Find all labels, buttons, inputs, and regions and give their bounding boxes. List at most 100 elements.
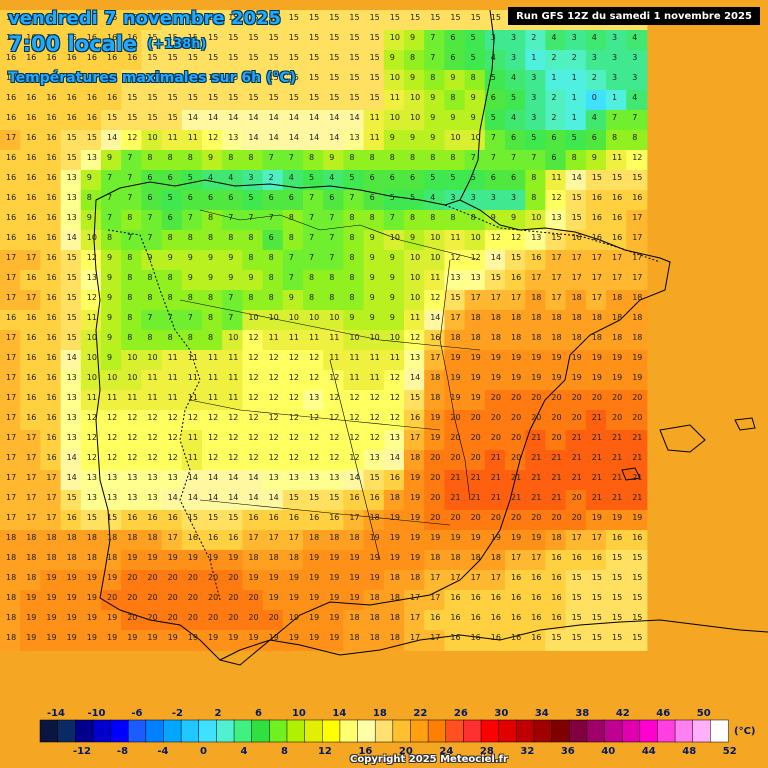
grid-value: 16 xyxy=(551,573,561,582)
field-cell xyxy=(343,50,365,71)
field-cell xyxy=(565,150,587,171)
field-cell xyxy=(363,50,385,71)
field-cell xyxy=(404,290,426,311)
grid-value: 11 xyxy=(430,273,440,282)
grid-value: 17 xyxy=(592,293,602,302)
field-cell xyxy=(323,270,345,291)
grid-value: 17 xyxy=(26,473,36,482)
field-cell xyxy=(60,430,82,451)
grid-value: 12 xyxy=(309,433,319,442)
grid-value: 17 xyxy=(430,593,440,602)
grid-value: 17 xyxy=(26,433,36,442)
field-cell xyxy=(323,450,345,471)
forecast-lead-time: (+138h) xyxy=(147,37,207,52)
grid-value: 17 xyxy=(6,433,16,442)
grid-value: 11 xyxy=(87,393,97,402)
grid-value: 18 xyxy=(349,613,359,622)
grid-value: 9 xyxy=(450,73,455,82)
grid-value: 20 xyxy=(491,513,501,522)
grid-value: 16 xyxy=(87,13,97,22)
grid-value: 9 xyxy=(370,313,375,322)
grid-value: 16 xyxy=(6,153,16,162)
grid-value: 16 xyxy=(6,173,16,182)
grid-value: 11 xyxy=(208,353,218,362)
grid-value: 11 xyxy=(188,393,198,402)
grid-value: 20 xyxy=(551,413,561,422)
field-cell xyxy=(404,150,426,171)
grid-value: 11 xyxy=(188,373,198,382)
field-cell xyxy=(343,510,365,531)
grid-value: 15 xyxy=(87,513,97,522)
field-cell xyxy=(141,50,163,71)
grid-value: 14 xyxy=(410,373,420,382)
grid-value: 14 xyxy=(349,113,359,122)
grid-value: 1 xyxy=(572,93,577,102)
field-cell xyxy=(404,270,426,291)
grid-value: 15 xyxy=(168,33,178,42)
field-cell xyxy=(101,270,123,291)
grid-value: 13 xyxy=(329,473,339,482)
grid-value: 15 xyxy=(612,173,622,182)
field-cell xyxy=(242,10,264,31)
grid-value: 11 xyxy=(370,113,380,122)
field-cell xyxy=(80,70,102,91)
field-cell xyxy=(303,110,325,131)
grid-value: 20 xyxy=(430,493,440,502)
legend-top-label: 26 xyxy=(454,708,468,719)
grid-value: 16 xyxy=(107,93,117,102)
field-cell xyxy=(282,50,304,71)
grid-value: 21 xyxy=(592,453,602,462)
field-cell xyxy=(0,430,22,451)
grid-value: 10 xyxy=(87,333,97,342)
grid-value: 17 xyxy=(592,253,602,262)
grid-value: 10 xyxy=(87,233,97,242)
field-cell xyxy=(565,510,587,531)
field-cell xyxy=(545,50,567,71)
field-cell xyxy=(383,110,405,131)
grid-value: 7 xyxy=(430,53,435,62)
field-cell xyxy=(464,410,486,431)
grid-value: 20 xyxy=(127,573,137,582)
grid-value: 19 xyxy=(127,633,137,642)
grid-value: 18 xyxy=(572,313,582,322)
field-cell xyxy=(20,630,42,651)
field-cell xyxy=(565,190,587,211)
grid-value: 16 xyxy=(6,93,16,102)
field-cell xyxy=(20,130,42,151)
grid-value: 14 xyxy=(269,113,279,122)
field-cell xyxy=(242,70,264,91)
field-cell xyxy=(606,510,628,531)
grid-value: 11 xyxy=(228,373,238,382)
field-cell xyxy=(202,190,224,211)
grid-value: 19 xyxy=(188,553,198,562)
grid-value: 19 xyxy=(632,513,642,522)
grid-value: 16 xyxy=(572,233,582,242)
field-cell xyxy=(262,10,284,31)
grid-value: 19 xyxy=(46,633,56,642)
grid-value: 11 xyxy=(168,353,178,362)
field-cell xyxy=(282,330,304,351)
field-cell xyxy=(282,350,304,371)
field-cell xyxy=(565,410,587,431)
field-cell xyxy=(303,530,325,551)
field-cell xyxy=(60,510,82,531)
field-cell xyxy=(262,30,284,51)
grid-value: 19 xyxy=(450,373,460,382)
grid-value: 21 xyxy=(592,433,602,442)
grid-value: 19 xyxy=(228,553,238,562)
field-cell xyxy=(80,450,102,471)
grid-value: 18 xyxy=(370,593,380,602)
grid-value: 18 xyxy=(309,533,319,542)
grid-value: 15 xyxy=(269,93,279,102)
field-cell xyxy=(0,510,22,531)
grid-value: 10 xyxy=(390,33,400,42)
field-cell xyxy=(464,230,486,251)
field-cell xyxy=(323,570,345,591)
field-cell xyxy=(141,210,163,231)
field-cell xyxy=(121,90,143,111)
field-cell xyxy=(484,550,506,571)
grid-value: 16 xyxy=(26,193,36,202)
grid-value: 19 xyxy=(390,553,400,562)
field-cell xyxy=(525,270,547,291)
field-cell xyxy=(606,330,628,351)
